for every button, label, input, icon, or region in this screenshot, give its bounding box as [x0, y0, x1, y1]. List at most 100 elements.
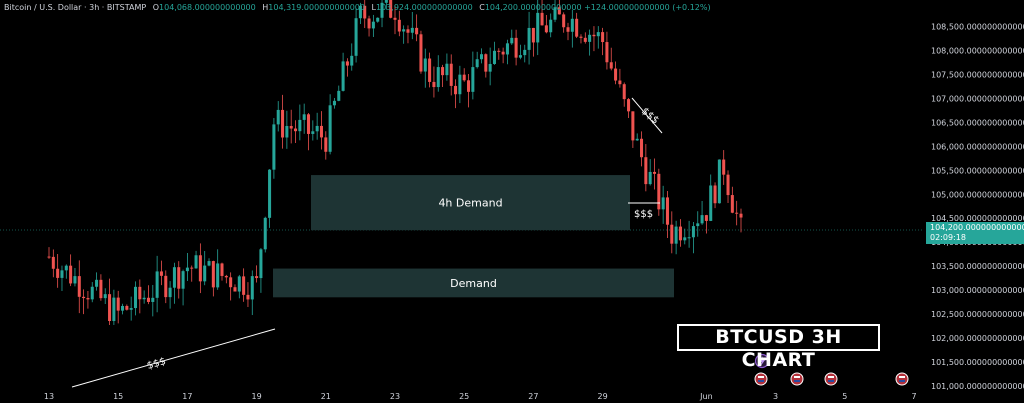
- us-flag-icon[interactable]: [824, 372, 838, 386]
- price-tick-label: 106,000.000000000000: [931, 142, 1024, 151]
- candle-body: [467, 80, 471, 92]
- us-flag-icon[interactable]: [895, 372, 909, 386]
- lightning-event-icon[interactable]: [754, 353, 770, 369]
- economic-events[interactable]: [754, 353, 909, 386]
- price-tick-label: 106,500.000000000000: [931, 118, 1024, 127]
- candle-body: [99, 279, 103, 299]
- bar-countdown: 02:09:18: [930, 233, 966, 242]
- candle-body: [319, 125, 323, 138]
- candle-body: [670, 224, 674, 244]
- candle-body: [415, 27, 419, 35]
- demand-zone[interactable]: [311, 175, 630, 231]
- demand-zone-label: 4h Demand: [438, 197, 502, 210]
- candle-body: [674, 226, 678, 244]
- time-tick-label: Jun: [699, 392, 713, 401]
- us-flag-icon[interactable]: [790, 372, 804, 386]
- candle-body: [324, 137, 328, 152]
- candle-body: [86, 298, 90, 300]
- time-tick-label: 29: [598, 392, 608, 401]
- candle-body: [168, 287, 172, 298]
- candle-body: [367, 18, 371, 29]
- candle-body: [683, 237, 687, 241]
- candle-body: [315, 125, 319, 132]
- candle-body: [652, 171, 657, 174]
- candle-body: [185, 267, 189, 272]
- liquidity-descending-line: [631, 97, 663, 134]
- candle-body: [259, 249, 263, 279]
- candle-body: [56, 268, 60, 278]
- candle-body: [151, 297, 155, 302]
- time-tick-label: 3: [773, 392, 778, 401]
- time-tick-label: 5: [842, 392, 847, 401]
- candle-body: [82, 296, 86, 299]
- change-value: +124.000000000000 (+0.12%): [584, 3, 711, 12]
- price-tick-label: 105,000.000000000000: [931, 190, 1024, 199]
- time-tick-label: 17: [182, 392, 192, 401]
- time-axis[interactable]: 13 15 17 19 21 23 25 27 29 Jun 3 5 7: [44, 392, 917, 401]
- candle-body: [553, 7, 557, 20]
- candle-body: [389, 0, 393, 18]
- price-tick-label: 105,500.000000000000: [931, 166, 1024, 175]
- candle-body: [622, 84, 626, 100]
- candle-body: [302, 114, 306, 120]
- low-value: 103,924.000000000000: [376, 3, 473, 12]
- candle-body: [194, 255, 198, 269]
- price-tick-label: 108,500.000000000000: [931, 22, 1024, 31]
- price-tick-label: 107,500.000000000000: [931, 70, 1024, 79]
- candle-body: [549, 19, 553, 33]
- candle-body: [704, 215, 708, 221]
- candle-body: [311, 131, 315, 134]
- candle-body: [445, 63, 449, 76]
- candle-body: [479, 54, 484, 60]
- candle-body: [596, 32, 600, 37]
- demand-zone-label: Demand: [450, 277, 497, 290]
- close-label: C: [479, 3, 485, 12]
- candle-body: [726, 174, 730, 196]
- candle-body: [177, 267, 181, 289]
- candle-body: [730, 195, 734, 213]
- candle-body: [713, 185, 717, 204]
- candle-body: [428, 58, 432, 82]
- candle-body: [224, 275, 228, 278]
- candle-body: [263, 217, 267, 250]
- price-tick-label: 101,500.000000000000: [931, 358, 1024, 367]
- candle-body: [423, 58, 427, 72]
- candle-body: [255, 276, 259, 279]
- candle-body: [77, 276, 81, 297]
- candle-body: [575, 18, 579, 37]
- liquidity-label: $$$: [634, 209, 653, 220]
- candle-body: [281, 109, 285, 138]
- chart-legend: Bitcoin / U.S. Dollar · 3h · BITSTAMP O1…: [4, 3, 711, 12]
- us-flag-icon[interactable]: [754, 372, 768, 386]
- candle-body: [350, 55, 354, 66]
- candle-body: [371, 21, 375, 29]
- liquidity-label: $$$: [639, 106, 661, 127]
- candle-body: [164, 275, 168, 298]
- candle-body: [631, 111, 635, 141]
- candle-body: [557, 7, 561, 15]
- candle-body: [181, 271, 185, 289]
- price-tick-label: 107,000.000000000000: [931, 94, 1024, 103]
- candle-body: [501, 51, 505, 55]
- candle-body: [583, 37, 587, 42]
- time-tick-label: 13: [44, 392, 54, 401]
- candle-body: [246, 294, 250, 300]
- candle-body: [570, 18, 574, 32]
- demand-zone[interactable]: [273, 268, 674, 298]
- annotations: $$$ $$$ $$$: [71, 97, 663, 388]
- candle-body: [146, 297, 150, 302]
- candle-body: [618, 80, 622, 85]
- candle-body: [73, 276, 77, 284]
- candle-body: [605, 42, 609, 63]
- candle-body: [233, 287, 237, 292]
- candle-body: [717, 159, 721, 204]
- candle-body: [229, 277, 233, 288]
- candle-body: [138, 286, 142, 300]
- candle-body: [644, 157, 648, 185]
- price-axis[interactable]: 101,000.000000000000 101,500.000000000000…: [931, 22, 1024, 391]
- candle-body: [47, 256, 51, 258]
- candle-body: [635, 138, 639, 141]
- open-label: O: [152, 3, 160, 12]
- candle-body: [112, 297, 116, 322]
